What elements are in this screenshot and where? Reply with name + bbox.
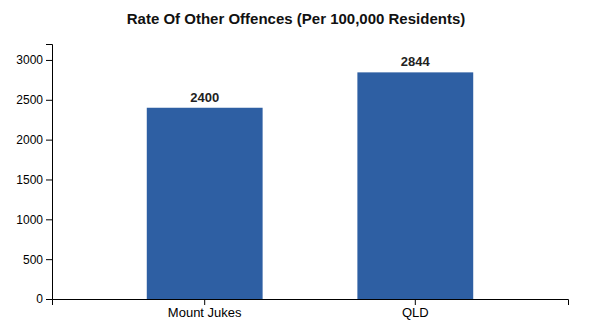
tick: 3000 (16, 53, 52, 67)
axis-line (46, 45, 53, 300)
bars (147, 72, 473, 299)
chart: Rate Of Other Offences (Per 100,000 Resi… (0, 0, 592, 333)
y-axis: 0 500 1000 1500 2000 2500 3000 (16, 45, 52, 307)
tick-label: QLD (402, 305, 429, 320)
plot: 0 500 1000 1500 2000 2500 3000 Mount Jukes QLD 24… (16, 45, 568, 321)
tick-label: 1000 (16, 213, 43, 227)
tick: 500 (23, 252, 52, 266)
tick: QLD (402, 299, 429, 320)
tick-mark (46, 140, 52, 141)
tick-label: Mount Jukes (168, 305, 242, 320)
tick: Mount Jukes (168, 299, 242, 320)
tick-label: 2000 (16, 133, 43, 147)
tick: 1500 (16, 173, 52, 187)
data-label: 2844 (401, 54, 431, 69)
tick-label: 1500 (16, 173, 43, 187)
tick: 0 (36, 292, 52, 306)
x-axis: Mount Jukes QLD (53, 299, 569, 320)
tick-mark (204, 299, 205, 305)
tick-mark (46, 259, 52, 260)
chart-container: Rate Of Other Offences (Per 100,000 Resi… (0, 0, 592, 333)
title: Rate Of Other Offences (Per 100,000 Resi… (127, 10, 465, 27)
tick-label: 0 (36, 292, 43, 306)
tick-mark (46, 179, 52, 180)
tick-label: 500 (23, 252, 43, 266)
tick: 2500 (16, 93, 52, 107)
tick-mark (46, 299, 52, 300)
tick-label: 2500 (16, 93, 43, 107)
tick: 2000 (16, 133, 52, 147)
tick-mark (46, 100, 52, 101)
tick-mark (46, 219, 52, 220)
tick-label: 3000 (16, 53, 43, 67)
bar (147, 108, 263, 299)
data-label: 2400 (190, 90, 219, 105)
bar (357, 72, 473, 299)
data-labels: 2400 2844 (190, 54, 430, 104)
tick: 1000 (16, 213, 52, 227)
tick-mark (46, 60, 52, 61)
tick-mark (415, 299, 416, 305)
axis-line (53, 300, 569, 306)
